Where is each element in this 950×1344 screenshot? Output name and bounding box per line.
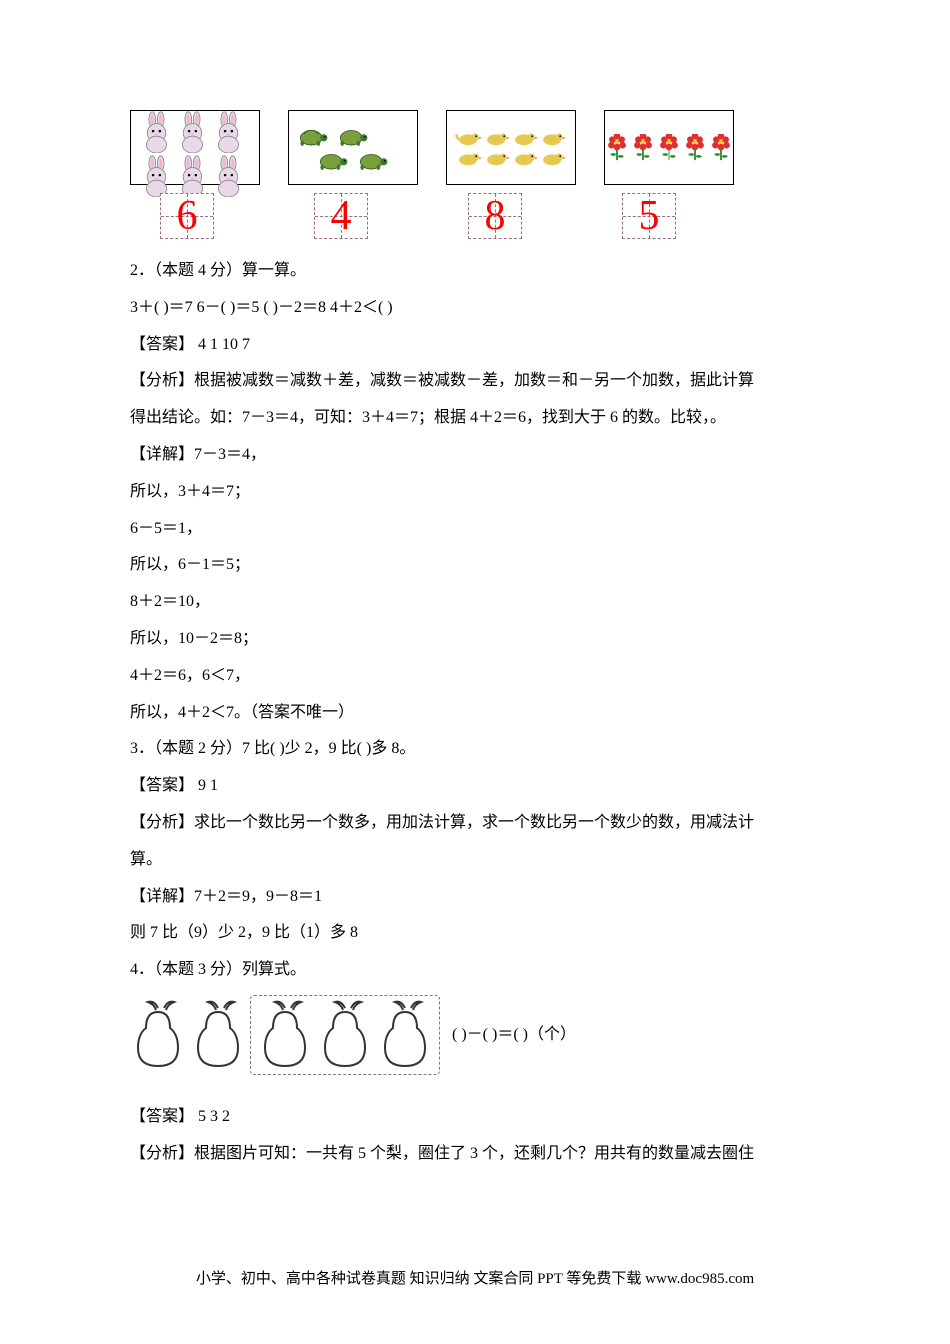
q2-heading: 2．（本题 4 分）算一算。 <box>130 253 820 290</box>
pear-icon <box>190 1000 246 1070</box>
pears-outside <box>130 1000 246 1070</box>
pears-row: ( )－( )＝( )（个） <box>130 995 820 1075</box>
digit-box-3: 8 <box>468 193 522 239</box>
q4-analysis: 【分析】根据图片可知：一共有 5 个梨，圈住了 3 个，还剩几个？用共有的数量减… <box>130 1136 820 1173</box>
q2-d1: 所以，3＋4＝7； <box>130 474 820 511</box>
digit-3: 8 <box>485 195 506 237</box>
pear-icon <box>257 1000 313 1070</box>
birds-box <box>446 110 576 185</box>
rabbits-box <box>130 110 260 185</box>
digit-2: 4 <box>331 195 352 237</box>
q2-problems: 3＋( )＝7 6－( )＝5 ( )－2＝8 4＋2＜( ) <box>130 290 820 327</box>
pear-icon <box>130 1000 186 1070</box>
q2-d5: 所以，10－2＝8； <box>130 621 820 658</box>
digit-box-1: 6 <box>160 193 214 239</box>
pear-icon <box>317 1000 373 1070</box>
q3-heading: 3．（本题 2 分）7 比( )少 2，9 比( )多 8。 <box>130 731 820 768</box>
turtles-box <box>288 110 418 185</box>
image-row <box>130 110 820 185</box>
q3-answer: 【答案】 9 1 <box>130 768 820 805</box>
digit-4: 5 <box>639 195 660 237</box>
q4-heading: 4．（本题 3 分）列算式。 <box>130 952 820 989</box>
q2-d2: 6－5＝1， <box>130 511 820 548</box>
digit-row: 6 4 8 5 <box>130 193 820 239</box>
footer-text: 小学、初中、高中各种试卷真题 知识归纳 文案合同 PPT 等免费下载 www.d… <box>0 1267 950 1288</box>
q4-answer: 【答案】 5 3 2 <box>130 1099 820 1136</box>
digit-1: 6 <box>177 195 198 237</box>
q3-detail-2: 则 7 比（9）少 2，9 比（1）多 8 <box>130 915 820 952</box>
q2-d7: 所以，4＋2＜7。（答案不唯一） <box>130 695 820 732</box>
document-content: 6 4 8 5 2．（本题 4 分）算一算。 3＋( )＝7 6－( )＝5 (… <box>130 110 820 1173</box>
flowers-box <box>604 110 734 185</box>
q2-d6: 4＋2＝6，6＜7， <box>130 658 820 695</box>
q2-d4: 8＋2＝10， <box>130 584 820 621</box>
q3-analysis-2: 算。 <box>130 842 820 879</box>
pears-circled <box>250 995 440 1075</box>
q2-analysis-2: 得出结论。如：7－3＝4，可知：3＋4＝7；根据 4＋2＝6，找到大于 6 的数… <box>130 400 820 437</box>
q2-analysis-1: 【分析】根据被减数＝减数＋差，减数＝被减数－差，加数＝和－另一个加数，据此计算 <box>130 363 820 400</box>
pear-icon <box>377 1000 433 1070</box>
digit-box-2: 4 <box>314 193 368 239</box>
q2-detail-label: 【详解】7－3＝4， <box>130 437 820 474</box>
q3-analysis-1: 【分析】求比一个数比另一个数多，用加法计算，求一个数比另一个数少的数，用减法计 <box>130 805 820 842</box>
q3-detail-1: 【详解】7＋2＝9，9－8＝1 <box>130 879 820 916</box>
digit-box-4: 5 <box>622 193 676 239</box>
q2-answer: 【答案】 4 1 10 7 <box>130 327 820 364</box>
q4-equation: ( )－( )＝( )（个） <box>452 1017 576 1054</box>
q2-d3: 所以，6－1＝5； <box>130 547 820 584</box>
